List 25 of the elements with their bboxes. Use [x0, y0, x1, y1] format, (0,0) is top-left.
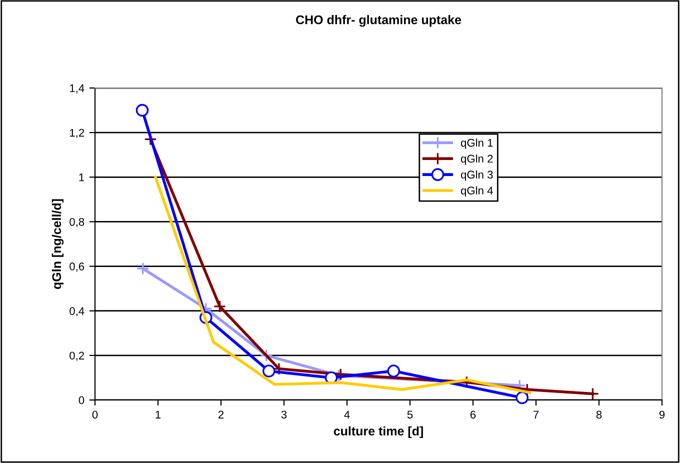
y-axis-title: qGln [ng/cell/d] [52, 199, 64, 289]
x-tick-label: 9 [659, 410, 665, 419]
x-tick-label: 5 [407, 410, 413, 419]
legend-label: qGln 4 [460, 186, 493, 197]
x-tick-label: 1 [156, 410, 161, 418]
x-axis-title: culture time [d] [334, 426, 423, 438]
y-tick-label: 0,4 [70, 307, 84, 316]
legend-label: qGln 2 [460, 154, 493, 165]
x-tick-label: 2 [218, 410, 224, 418]
legend-label: qGln 1 [460, 138, 493, 149]
y-tick-label: 1 [79, 174, 84, 182]
y-tick-label: 1,2 [70, 128, 84, 138]
x-tick-label: 0 [92, 410, 98, 419]
x-tick-label: 3 [281, 410, 287, 419]
y-tick-label: 0,6 [70, 262, 84, 272]
chart-title: CHO dhfr- glutamine uptake [296, 15, 462, 27]
y-tick-label: 0,8 [70, 218, 84, 228]
x-tick-label: 8 [596, 410, 602, 419]
x-tick-label: 4 [344, 410, 350, 418]
x-tick-label: 6 [470, 410, 476, 419]
y-tick-label: 0,2 [70, 352, 84, 361]
y-tick-label: 0 [78, 396, 84, 404]
legend-label: qGln 3 [460, 170, 493, 181]
x-tick-label: 7 [533, 410, 539, 418]
y-tick-label: 1,4 [70, 84, 84, 94]
